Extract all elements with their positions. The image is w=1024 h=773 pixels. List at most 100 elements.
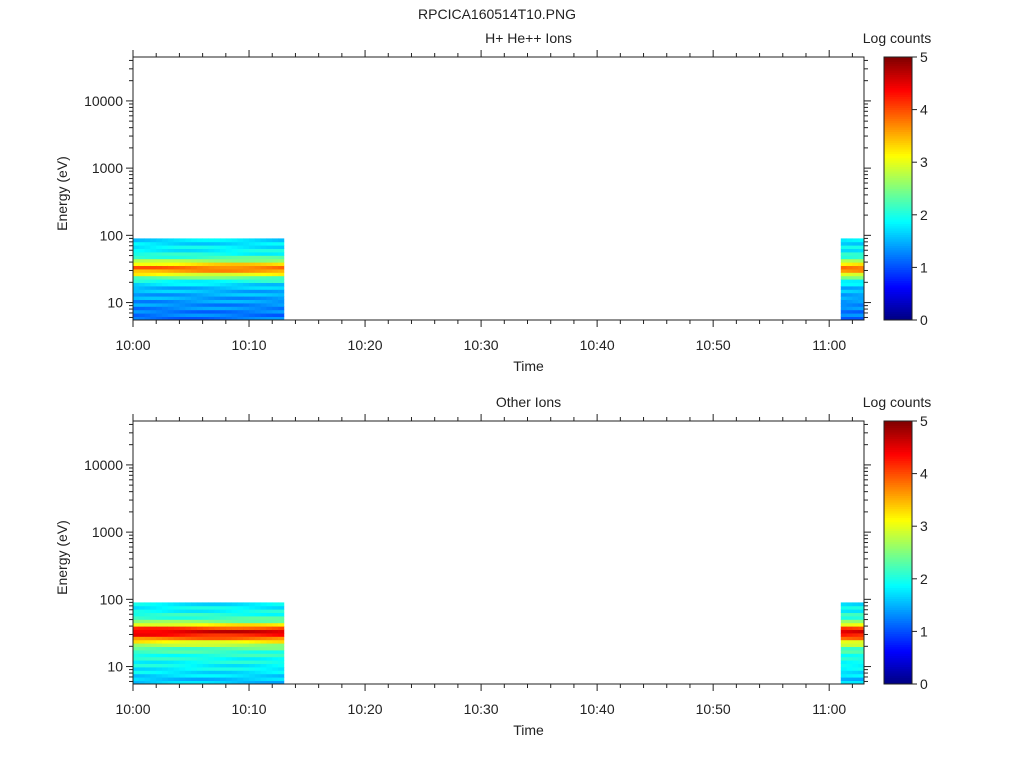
heatmap-cell [266,612,273,617]
colorbar-swatch [884,72,912,76]
heatmap-cell [138,275,145,280]
heatmap-cell [840,265,847,270]
x-tick-label: 10:30 [464,701,499,717]
heatmap-cell [162,265,169,270]
colorbar-swatch [884,265,912,268]
heatmap-cell [167,670,175,675]
heatmap-cell [196,619,204,624]
heatmap-cell [266,289,273,294]
colorbar-swatch [884,425,912,429]
heatmap-cell [144,265,151,270]
heatmap-cell [179,639,186,644]
heatmap-cell [138,629,145,634]
heatmap-cell [208,660,215,664]
heatmap-cell [220,238,227,243]
heatmap-cell [185,660,192,664]
colorbar-swatch [884,506,912,510]
heatmap-cell [278,303,285,307]
heatmap-cell [266,245,273,250]
heatmap-cell [167,313,175,317]
heatmap-cell [243,282,250,287]
heatmap-cell [196,680,204,685]
heatmap-cell [191,677,198,681]
heatmap-cell [846,272,853,277]
heatmap-cell [225,646,233,651]
heatmap-cell [133,633,140,637]
heatmap-cell [278,282,285,287]
heatmap-cell [272,643,279,647]
heatmap-cell [225,673,233,678]
heatmap-cell [225,653,233,658]
heatmap-cell [254,663,262,668]
heatmap-cell [272,272,279,277]
heatmap-cell [858,272,865,277]
heatmap-cell [852,602,859,607]
heatmap-cell [133,636,140,641]
heatmap-cell [202,667,209,671]
heatmap-cell [231,296,238,300]
heatmap-cell [243,255,250,260]
heatmap-cell [179,316,186,321]
heatmap-cell [144,255,151,260]
heatmap-cell [150,265,157,270]
heatmap-cell [225,282,233,287]
heatmap-cell [208,626,215,631]
heatmap-cell [133,639,140,644]
heatmap-cell [237,296,244,300]
heatmap-cell [231,629,238,634]
colorbar-swatch [884,276,912,279]
colorbar-swatch [884,300,912,303]
heatmap-cell [173,313,180,317]
heatmap-cell [179,269,186,273]
heatmap-cell [179,313,186,317]
heatmap-cell [208,306,215,311]
heatmap-cell [846,316,853,321]
colorbar-swatch [884,273,912,277]
colorbar-swatch [884,510,912,514]
heatmap-cell [858,677,865,681]
heatmap-cell [254,660,262,664]
heatmap-cell [266,286,273,290]
heatmap-cell [266,626,273,631]
heatmap-cell [173,643,180,647]
heatmap-cell [266,316,273,321]
heatmap-cell [243,673,250,678]
heatmap-cell [231,602,238,607]
colorbar-swatch [884,440,912,444]
colorbar-swatch [884,271,912,275]
colorbar-swatch [884,304,912,308]
heatmap-cell [254,303,262,307]
heatmap-cell [185,303,192,307]
heatmap-cell [179,643,186,647]
heatmap-cell [220,313,227,317]
heatmap-cell [179,238,186,243]
heatmap-cell [167,636,175,641]
heatmap-cell [243,622,250,627]
heatmap-cell [173,303,180,307]
heatmap-cell [858,279,865,283]
heatmap-cell [278,673,285,678]
colorbar-swatch [884,574,912,578]
heatmap-cell [208,313,215,317]
heatmap-cell [237,299,244,304]
heatmap-cell [858,626,865,631]
heatmap-cell [272,653,279,658]
heatmap-cell [220,653,227,658]
heatmap-cell [208,636,215,641]
heatmap-cell [846,289,853,294]
colorbar-swatch [884,111,912,115]
heatmap-cell [220,680,227,685]
heatmap-cell [231,680,238,685]
heatmap-cell [254,275,262,280]
heatmap-cell [260,673,267,678]
heatmap-cell [162,245,169,250]
heatmap-cell [278,289,285,294]
heatmap-cell [225,286,233,290]
heatmap-cell [858,255,865,260]
colorbar-swatch [884,679,912,683]
colorbar-swatch [884,315,912,319]
heatmap-cell [266,609,273,614]
heatmap-cell [846,656,853,661]
heatmap-cell [185,279,192,283]
heatmap-cell [249,252,256,256]
